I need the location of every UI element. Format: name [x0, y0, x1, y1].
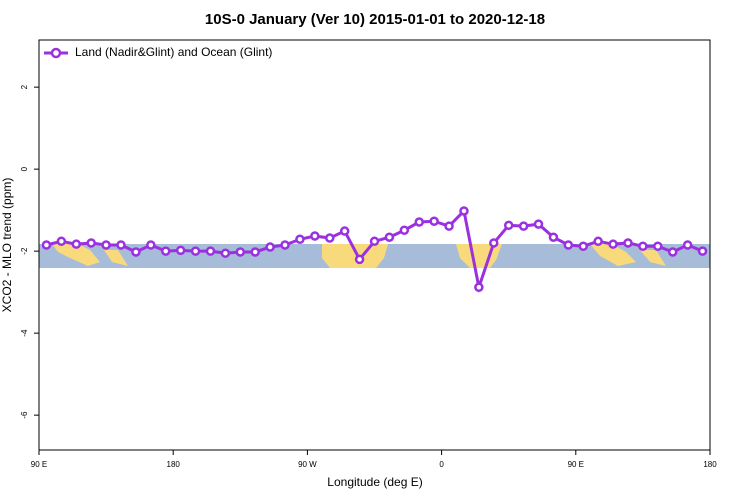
x-axis-label: Longitude (deg E)	[327, 475, 422, 489]
land	[104, 250, 128, 266]
data-point	[190, 246, 201, 256]
x-tick-label: 180	[703, 460, 717, 469]
data-point	[459, 206, 469, 216]
x-tick-label: 0	[439, 460, 444, 469]
data-point	[131, 247, 141, 257]
data-point	[160, 246, 171, 256]
data-point	[250, 247, 260, 257]
data-point	[578, 241, 589, 251]
data-point	[295, 234, 305, 245]
y-tick-label: -4	[20, 329, 29, 337]
data-point	[325, 233, 335, 243]
data-point	[489, 238, 499, 248]
data-point	[101, 240, 111, 250]
data-point	[414, 217, 424, 227]
data-point	[205, 246, 216, 256]
land	[640, 250, 666, 266]
y-tick-label: -6	[20, 411, 29, 419]
data-point	[533, 219, 544, 229]
data-point	[235, 247, 246, 257]
data-point	[41, 240, 52, 250]
map-background	[39, 244, 710, 268]
data-point	[623, 238, 633, 248]
data-point	[86, 238, 96, 248]
data-point	[608, 239, 618, 249]
land	[590, 244, 636, 266]
x-tick-label: 90 E	[31, 460, 47, 469]
data-point	[638, 241, 648, 251]
y-tick-label: 0	[20, 166, 29, 171]
data-point	[369, 236, 380, 247]
data-point	[593, 236, 603, 247]
data-point	[697, 246, 708, 256]
land	[52, 244, 100, 266]
data-point	[71, 239, 82, 249]
legend-label: Land (Nadir&Glint) and Ocean (Glint)	[75, 45, 272, 59]
data-point	[503, 220, 514, 231]
data-point	[339, 226, 350, 236]
data-point	[384, 232, 395, 242]
data-point	[220, 248, 231, 258]
data-point	[265, 242, 275, 252]
data-point	[399, 225, 410, 235]
land	[322, 244, 388, 268]
data-point	[474, 282, 484, 292]
chart-title: 10S-0 January (Ver 10) 2015-01-01 to 202…	[205, 11, 545, 28]
plot-frame	[38, 39, 711, 451]
data-point	[56, 236, 67, 247]
data-point	[354, 254, 365, 265]
x-tick-label: 90 W	[298, 460, 317, 469]
data-point	[563, 240, 574, 250]
data-point	[116, 240, 126, 250]
data-point	[444, 221, 454, 231]
data-point	[146, 240, 156, 250]
data-point	[653, 241, 663, 251]
data-point	[518, 221, 529, 231]
legend-marker	[50, 47, 62, 59]
data-point	[310, 231, 320, 241]
x-tick-label: 90 E	[568, 460, 584, 469]
x-tick-label: 180	[167, 460, 181, 469]
data-point	[548, 232, 559, 242]
y-tick-label: -2	[20, 247, 29, 255]
y-axis-label: XCO2 - MLO trend (ppm)	[0, 178, 14, 313]
y-tick-label: 2	[20, 84, 29, 89]
data-point	[667, 247, 678, 257]
data-point	[175, 245, 186, 256]
legend: Land (Nadir&Glint) and Ocean (Glint)	[44, 45, 272, 59]
data-point	[280, 240, 290, 250]
data-point	[429, 216, 439, 226]
data-point	[682, 240, 693, 250]
